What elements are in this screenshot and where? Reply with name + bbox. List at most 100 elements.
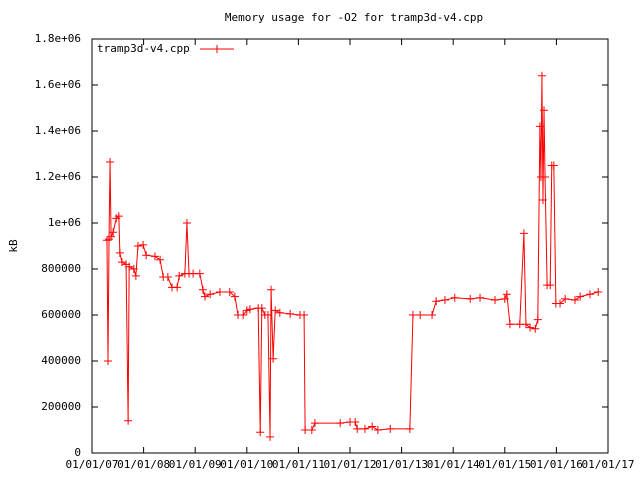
point-marker: [416, 311, 425, 319]
y-tick-label: 1.8e+06: [35, 32, 81, 45]
point-marker: [117, 258, 126, 267]
point-marker: [300, 311, 309, 319]
point-marker: [336, 419, 345, 428]
point-marker: [585, 290, 594, 299]
x-tick-label: 01/01/16: [530, 458, 583, 471]
point-marker: [129, 265, 138, 273]
point-marker: [386, 424, 395, 433]
point-marker: [576, 292, 585, 301]
point-marker: [549, 161, 558, 170]
point-marker: [526, 323, 535, 332]
point-marker: [533, 315, 542, 324]
point-marker: [142, 251, 151, 260]
point-marker: [360, 424, 369, 433]
y-tick-label: 1.4e+06: [35, 124, 81, 137]
point-marker: [476, 293, 485, 302]
y-tick-label: 1e+06: [48, 216, 81, 229]
point-marker: [502, 290, 511, 299]
point-marker: [546, 281, 555, 290]
point-marker: [432, 297, 441, 306]
chart-title: Memory usage for -O2 for tramp3d-v4.cpp: [225, 11, 483, 24]
point-marker: [225, 288, 234, 296]
point-marker: [102, 236, 111, 245]
series-line: [106, 75, 599, 437]
point-marker: [175, 271, 184, 280]
point-marker: [133, 242, 142, 250]
point-marker: [570, 296, 579, 305]
point-marker: [106, 158, 115, 167]
y-tick-label: 600000: [41, 308, 81, 321]
y-tick-label: 1.2e+06: [35, 170, 81, 183]
point-marker: [182, 219, 191, 227]
point-marker: [245, 305, 254, 314]
x-tick-label: 01/01/15: [478, 458, 531, 471]
point-marker: [540, 106, 549, 115]
point-marker: [561, 294, 570, 303]
point-marker: [195, 269, 204, 278]
y-tick-label: 200000: [41, 400, 81, 413]
y-axis-label: kB: [7, 239, 20, 253]
x-tick-label: 01/01/07: [66, 458, 119, 471]
point-marker: [351, 417, 360, 426]
point-marker: [373, 426, 382, 434]
point-marker: [500, 294, 509, 303]
point-marker: [103, 357, 112, 365]
point-marker: [271, 306, 280, 315]
x-tick-label: 01/01/10: [220, 458, 273, 471]
point-marker: [267, 285, 276, 294]
point-marker: [521, 320, 530, 329]
point-marker: [428, 311, 437, 319]
point-marker: [519, 229, 528, 238]
x-tick-label: 01/01/12: [324, 458, 377, 471]
point-marker: [230, 292, 239, 301]
point-marker: [556, 299, 565, 308]
point-marker: [239, 311, 248, 319]
point-marker: [201, 292, 210, 301]
point-marker: [107, 232, 116, 241]
point-marker: [450, 293, 459, 302]
point-marker: [150, 252, 159, 261]
point-marker: [440, 296, 449, 305]
point-marker: [263, 311, 272, 319]
point-marker: [163, 273, 172, 282]
point-marker: [594, 288, 603, 296]
x-tick-label: 01/01/14: [427, 458, 480, 471]
point-marker: [206, 290, 215, 299]
point-marker: [114, 212, 123, 221]
point-marker: [405, 424, 414, 433]
y-tick-label: 1.6e+06: [35, 78, 81, 91]
point-marker: [531, 324, 540, 333]
point-marker: [124, 416, 133, 425]
point-marker: [266, 432, 275, 441]
point-marker: [368, 422, 377, 431]
x-tick-label: 01/01/11: [272, 458, 325, 471]
point-marker: [139, 240, 148, 249]
y-tick-label: 0: [74, 446, 81, 459]
point-marker: [275, 308, 284, 317]
point-marker: [310, 419, 319, 428]
point-marker: [538, 196, 547, 204]
point-marker: [215, 288, 224, 296]
point-marker: [353, 424, 362, 433]
point-marker: [466, 294, 475, 303]
y-tick-label: 800000: [41, 262, 81, 275]
point-marker: [535, 122, 544, 131]
point-marker: [198, 285, 207, 294]
y-tick-label: 400000: [41, 354, 81, 367]
point-marker: [109, 228, 118, 237]
point-marker: [173, 283, 182, 292]
legend-marker: [213, 45, 221, 53]
point-marker: [505, 320, 514, 329]
x-tick-label: 01/01/09: [169, 458, 222, 471]
point-marker: [125, 262, 134, 271]
point-marker: [301, 426, 310, 434]
point-marker: [257, 304, 266, 313]
point-marker: [490, 296, 499, 305]
x-tick-label: 01/01/13: [375, 458, 428, 471]
x-tick-label: 01/01/08: [117, 458, 170, 471]
point-marker: [269, 354, 278, 363]
point-marker: [115, 248, 124, 257]
point-marker: [307, 426, 316, 434]
point-marker: [541, 173, 550, 181]
